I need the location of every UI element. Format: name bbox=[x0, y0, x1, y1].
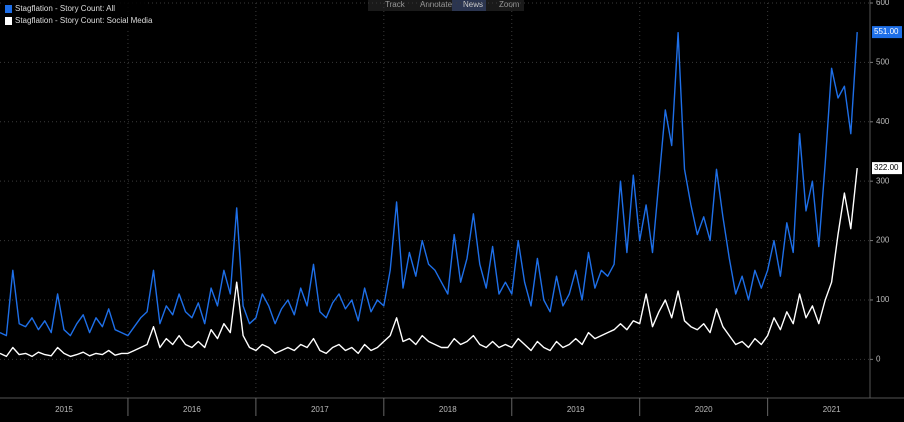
legend-label: Stagflation - Story Count: All bbox=[15, 4, 115, 13]
x-tick-label: 2016 bbox=[183, 405, 201, 414]
y-tick-label: 200 bbox=[876, 236, 890, 245]
last-value-label: 322.00 bbox=[874, 163, 899, 172]
toolbar-button[interactable]: Zoom bbox=[499, 0, 520, 9]
y-tick-label: 100 bbox=[876, 295, 890, 304]
y-tick-label: 400 bbox=[876, 117, 890, 126]
x-tick-label: 2017 bbox=[311, 405, 329, 414]
line-series bbox=[0, 32, 858, 337]
y-tick-label: 500 bbox=[876, 58, 890, 67]
legend-box bbox=[2, 2, 148, 30]
x-tick-label: 2020 bbox=[695, 405, 713, 414]
toolbar-active bbox=[452, 0, 486, 11]
y-tick-label: 600 bbox=[876, 0, 890, 7]
legend-swatch bbox=[5, 5, 12, 13]
line-series bbox=[0, 168, 858, 358]
y-tick-label: 0 bbox=[876, 354, 881, 363]
x-tick-label: 2021 bbox=[823, 405, 841, 414]
toolbar-button[interactable]: Annotate bbox=[420, 0, 453, 9]
legend-swatch bbox=[5, 17, 12, 25]
x-tick-label: 2018 bbox=[439, 405, 457, 414]
last-value-box bbox=[872, 26, 902, 39]
last-value-label: 551.00 bbox=[874, 27, 899, 36]
last-value-box bbox=[872, 162, 902, 175]
x-tick-label: 2015 bbox=[55, 405, 73, 414]
legend-label: Stagflation - Story Count: Social Media bbox=[15, 16, 153, 25]
x-tick-label: 2019 bbox=[567, 405, 585, 414]
toolbar: Track Annotate News Zoom bbox=[368, 0, 524, 11]
y-tick-label: 300 bbox=[876, 176, 890, 185]
toolbar-button[interactable]: News bbox=[463, 0, 483, 9]
toolbar-button[interactable]: Track bbox=[385, 0, 406, 9]
toolbar-bar bbox=[368, 0, 524, 11]
